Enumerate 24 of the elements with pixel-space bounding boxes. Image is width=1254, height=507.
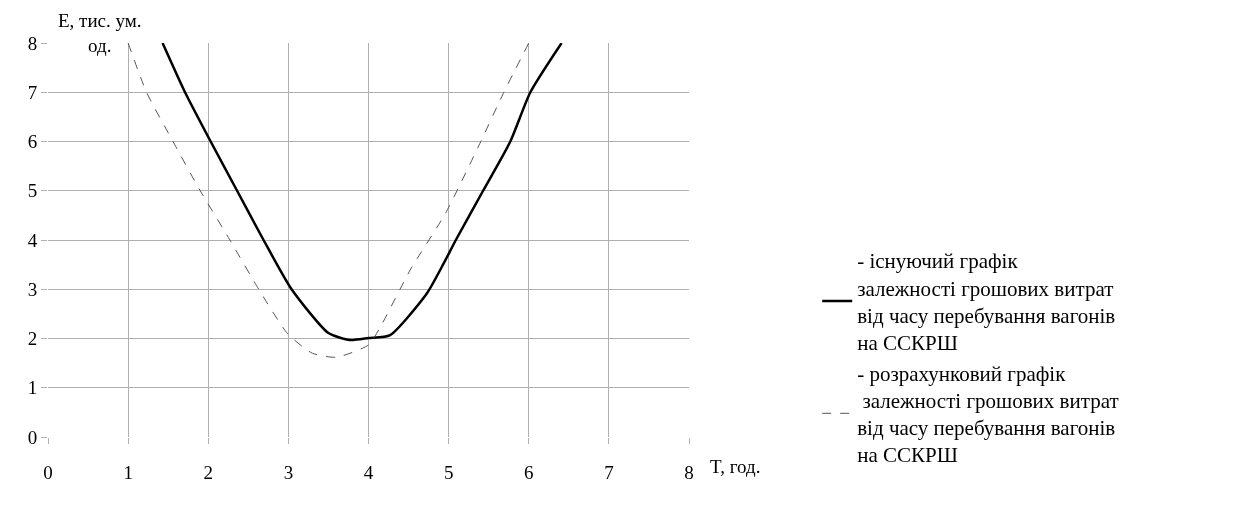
y-tick-label: 1 bbox=[27, 377, 38, 399]
y-tick-label: 2 bbox=[27, 328, 38, 350]
x-tick-label: 8 bbox=[684, 461, 694, 483]
x-tick-label: 6 bbox=[524, 461, 534, 483]
x-tick-label: 1 bbox=[123, 461, 133, 483]
y-tick-label: 4 bbox=[27, 229, 38, 251]
y-tick-label: 3 bbox=[27, 278, 38, 300]
legend-label: - існуючий графік залежності грошових витрат від часу перебування вагонів на ССКРШ bbox=[857, 249, 1116, 356]
y-axis-title: E, тис. ум. од. bbox=[58, 10, 142, 56]
x-tick-label: 5 bbox=[443, 461, 454, 483]
legend-label: - розрахунковий графік залежності грошових витрат від часу перебування вагонів на ССКРШ bbox=[857, 361, 1119, 468]
x-axis-title: T, год. bbox=[710, 456, 761, 477]
x-tick-label: 2 bbox=[203, 461, 213, 483]
y-tick-label: 5 bbox=[27, 180, 38, 202]
x-tick-label: 4 bbox=[363, 461, 374, 483]
x-tick-label: 7 bbox=[604, 461, 614, 483]
x-tick-label: 3 bbox=[283, 461, 294, 483]
line-series bbox=[161, 43, 563, 342]
y-tick-label: 7 bbox=[27, 81, 38, 103]
line-series bbox=[127, 43, 530, 358]
x-tick-label: 0 bbox=[43, 461, 53, 483]
y-tick-label: 6 bbox=[27, 131, 38, 153]
y-tick-label: 0 bbox=[27, 426, 38, 448]
y-tick-label: 8 bbox=[27, 32, 38, 54]
